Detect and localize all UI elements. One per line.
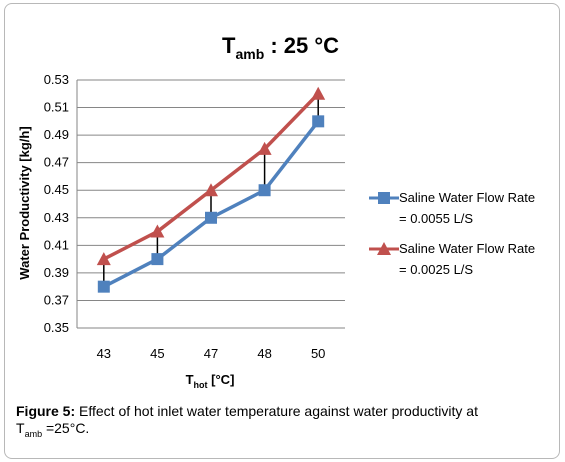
data-point-triangle: [204, 183, 218, 197]
x-tick-label: 50: [311, 346, 325, 361]
legend-label-series-2-line1: Saline Water Flow Rate: [399, 241, 535, 256]
legend: Saline Water Flow Rate = 0.0055 L/S Sali…: [369, 190, 535, 277]
y-tick-label: 0.47: [44, 155, 69, 170]
y-tick-label: 0.49: [44, 127, 69, 142]
x-tick-label: 43: [97, 346, 111, 361]
y-tick-label: 0.45: [44, 182, 69, 197]
series-1: [97, 115, 325, 293]
caption-line2: Tamb =25°C.: [16, 420, 90, 439]
y-tick-labels: 0.35 0.37 0.39 0.41 0.43 0.45 0.47 0.49 0.51 0.53: [44, 72, 69, 335]
legend-item-series-1: Saline Water Flow Rate = 0.0055 L/S: [369, 190, 535, 226]
figure-frame: [4, 3, 560, 459]
gridlines: [76, 79, 345, 329]
data-point-triangle: [150, 224, 165, 238]
x-tick-label: 47: [204, 346, 218, 361]
data-point-square: [205, 211, 217, 224]
legend-label-series-2-line2: = 0.0025 L/S: [399, 262, 473, 277]
y-tick-label: 0.39: [44, 265, 69, 280]
y-tick-label: 0.37: [44, 292, 69, 307]
y-axis-label: Water Productivity [kg/h]: [17, 126, 32, 279]
legend-label-series-1-line2: = 0.0055 L/S: [399, 211, 473, 226]
data-point-square: [258, 184, 271, 197]
x-tick-labels: 43 45 47 48 50: [97, 346, 326, 361]
x-tick-label: 45: [150, 346, 164, 361]
legend-square-marker-icon: [378, 192, 390, 204]
chart: Tamb : 25 °C 0.35 0.37 0.39 0.41 0.43 0.45 0.4…: [17, 33, 535, 390]
data-point-triangle: [311, 86, 326, 100]
y-tick-label: 0.41: [44, 237, 69, 252]
series-layer: [96, 86, 326, 293]
y-tick-label: 0.51: [44, 100, 69, 115]
legend-label-series-1-line1: Saline Water Flow Rate: [399, 190, 535, 205]
data-point-square: [151, 253, 164, 266]
data-point-square: [97, 280, 110, 293]
x-tick-label: 48: [257, 346, 271, 361]
chart-title: Tamb : 25 °C: [222, 33, 339, 62]
series-line: [102, 92, 320, 261]
y-tick-label: 0.53: [44, 72, 69, 87]
x-axis-label: Thot [°C]: [186, 372, 235, 390]
figure-caption: Figure 5: Effect of hot inlet water temp…: [16, 403, 546, 443]
y-tick-label: 0.35: [44, 320, 69, 335]
y-tick-label: 0.43: [44, 210, 69, 225]
data-point-triangle: [96, 252, 111, 266]
caption-label: Figure 5:: [16, 403, 76, 419]
caption-text: Effect of hot inlet water temperature ag…: [75, 403, 478, 419]
data-point-triangle: [257, 141, 272, 155]
data-point-square: [312, 115, 325, 128]
legend-triangle-marker-icon: [377, 242, 391, 255]
series-2: [96, 86, 326, 266]
legend-item-series-2: Saline Water Flow Rate = 0.0025 L/S: [369, 241, 535, 277]
